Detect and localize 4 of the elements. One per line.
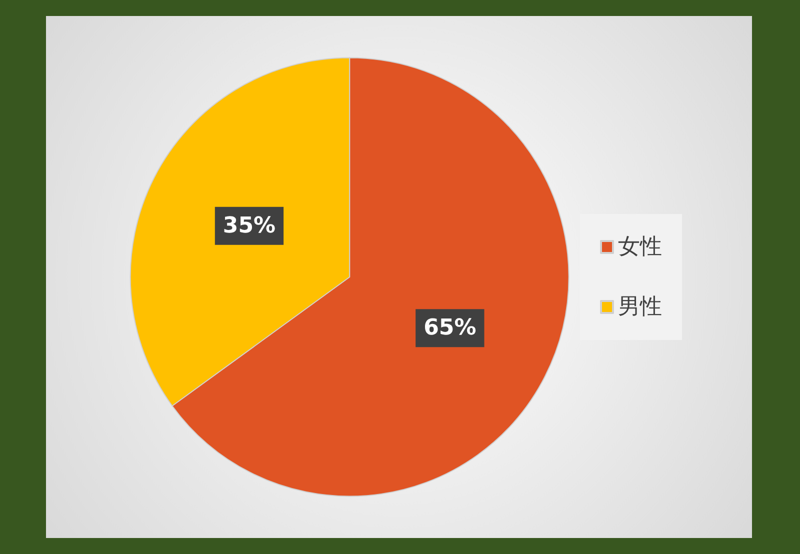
- data-label: 35%: [222, 213, 276, 238]
- legend-label: 女性: [618, 234, 662, 260]
- legend-label: 男性: [618, 294, 662, 320]
- data-label: 65%: [424, 316, 476, 341]
